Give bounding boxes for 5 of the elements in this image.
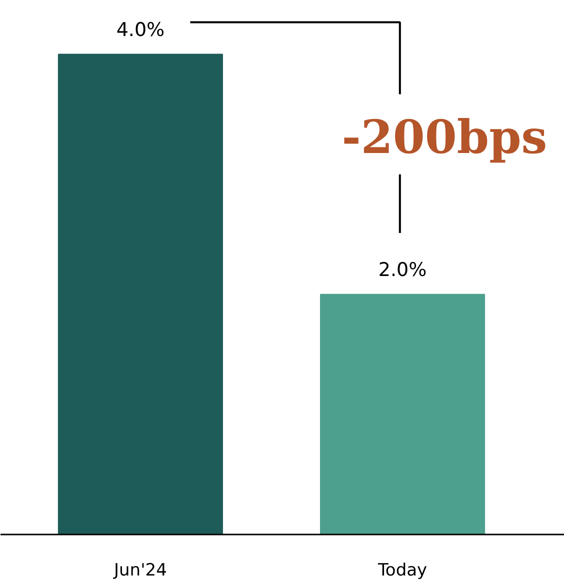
annotation: -200bps	[342, 110, 548, 164]
x-tick-label: Today	[376, 560, 428, 580]
data-label: 4.0%	[116, 18, 165, 41]
data-label: 2.0%	[378, 259, 427, 282]
x-tick-label: Jun'24	[113, 560, 167, 580]
